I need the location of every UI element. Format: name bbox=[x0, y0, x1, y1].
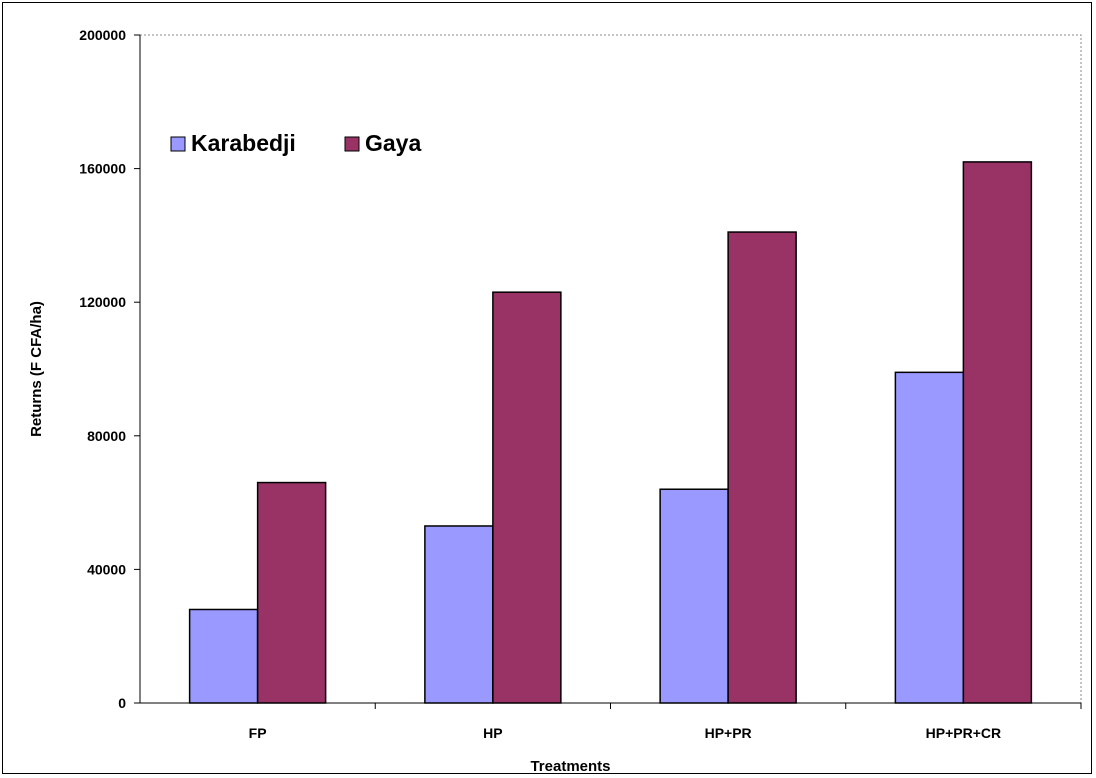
y-tick-label: 120000 bbox=[79, 294, 126, 310]
bar-karabedji-fp bbox=[188, 608, 259, 704]
x-tick-label: FP bbox=[249, 725, 267, 741]
bar-gaya-hp-pr bbox=[727, 231, 797, 704]
legend: Karabedji Gaya bbox=[170, 130, 421, 156]
x-tick-label: HP+PR+CR bbox=[926, 725, 1001, 741]
y-tick-label: 40000 bbox=[87, 561, 126, 577]
legend-swatch-karabedji bbox=[170, 136, 186, 152]
y-tick-label: 200000 bbox=[79, 27, 126, 43]
x-axis-title: Treatments bbox=[530, 758, 610, 775]
bars-layer bbox=[188, 161, 1033, 704]
y-axis-ticks: 0 40000 80000 120000 160000 200000 bbox=[79, 27, 140, 711]
x-tick-label: HP+PR bbox=[705, 725, 752, 741]
bar-gaya-fp bbox=[256, 481, 327, 704]
y-axis-title: Returns (F CFA/ha) bbox=[28, 301, 45, 437]
bar-karabedji-hp-pr bbox=[659, 488, 729, 704]
bar-gaya-hp bbox=[492, 291, 562, 704]
y-tick-label: 160000 bbox=[79, 161, 126, 177]
legend-label-karabedji: Karabedji bbox=[191, 130, 296, 156]
bar-karabedji-hp bbox=[424, 525, 494, 704]
bar-gaya-hp-pr-cr bbox=[962, 161, 1033, 704]
x-axis-ticks: FP HP HP+PR HP+PR+CR bbox=[249, 703, 1082, 741]
bar-chart: 0 40000 80000 120000 160000 200000 FP HP HP+PR H… bbox=[28, 27, 1082, 775]
legend-swatch-gaya bbox=[344, 136, 360, 152]
x-tick-label: HP bbox=[483, 725, 502, 741]
legend-label-gaya: Gaya bbox=[365, 130, 421, 156]
y-tick-label: 80000 bbox=[87, 428, 126, 444]
y-tick-label: 0 bbox=[118, 695, 126, 711]
bar-karabedji-hp-pr-cr bbox=[894, 371, 965, 704]
